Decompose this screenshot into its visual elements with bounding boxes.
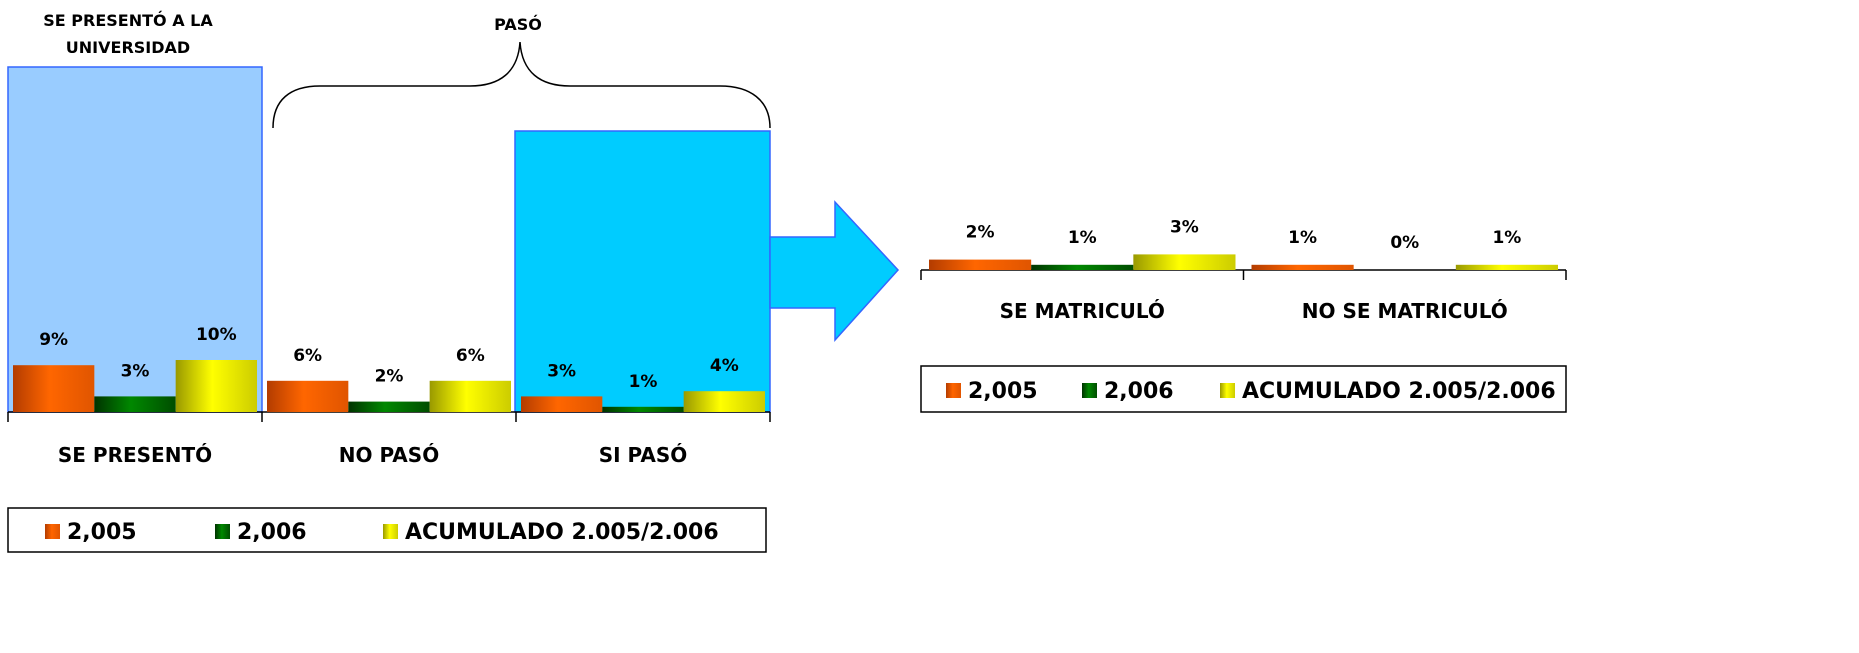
category-label: NO SE MATRICULÓ xyxy=(1302,299,1508,323)
legend-swatch xyxy=(45,524,60,539)
bar-acumulado xyxy=(683,391,765,412)
data-label: 9% xyxy=(39,330,68,350)
bar-2006 xyxy=(94,396,176,412)
bar-2006 xyxy=(1031,264,1134,270)
left-chart-marks: 9% 3% 10% SE PRESENTÓ 6% 2% 6% NO PASÓ 3% 1% 4% SI … xyxy=(7,325,771,467)
right-legend-frame xyxy=(920,365,1567,413)
data-label: 2% xyxy=(966,223,995,243)
legend-swatch xyxy=(1082,383,1097,398)
legend-label: ACUMULADO 2.005/2.006 xyxy=(405,520,719,545)
data-label: 6% xyxy=(456,346,485,366)
bar-2006 xyxy=(602,406,684,412)
brace-label: PASÓ xyxy=(494,15,542,34)
legend-label: 2,005 xyxy=(67,520,137,545)
bar-acumulado xyxy=(175,360,257,412)
box-si-paso xyxy=(514,130,771,413)
legend-label: 2,005 xyxy=(968,379,1038,404)
data-label: 4% xyxy=(710,356,739,376)
data-label: 10% xyxy=(196,325,237,345)
right-legend: 2,005 2,006 ACUMULADO 2.005/2.006 xyxy=(946,379,1556,404)
right-chart-marks: 2% 1% 3% SE MATRICULÓ 1% 0% 1% NO SE MATRICULÓ xyxy=(920,217,1567,323)
left-legend: 2,005 2,006 ACUMULADO 2.005/2.006 xyxy=(45,520,719,545)
category-label: SI PASÓ xyxy=(599,443,688,467)
bar-2005 xyxy=(267,380,349,412)
data-label: 3% xyxy=(1170,217,1199,237)
data-label: 3% xyxy=(121,361,150,381)
data-label: 1% xyxy=(1068,228,1097,248)
arrow-shape xyxy=(769,200,900,342)
bar-2005 xyxy=(13,365,95,412)
legend-label: 2,006 xyxy=(237,520,307,545)
bar-acumulado xyxy=(429,380,511,412)
box-title-line1: SE PRESENTÓ A LA xyxy=(43,11,213,30)
data-label: 3% xyxy=(547,361,576,381)
legend-label: 2,006 xyxy=(1104,379,1174,404)
data-label: 1% xyxy=(1288,228,1317,248)
data-label: 6% xyxy=(293,346,322,366)
category-label: SE MATRICULÓ xyxy=(1000,299,1165,323)
box-title-line2: UNIVERSIDAD xyxy=(66,38,190,57)
bar-2005 xyxy=(521,396,603,412)
data-label: 1% xyxy=(1492,228,1521,248)
data-label: 0% xyxy=(1390,233,1419,253)
legend-swatch xyxy=(1220,383,1235,398)
bar-2005 xyxy=(929,259,1032,270)
brace-paso xyxy=(272,41,771,129)
bar-acumulado xyxy=(1133,254,1236,270)
data-label: 1% xyxy=(629,372,658,392)
legend-swatch xyxy=(383,524,398,539)
data-label: 2% xyxy=(375,367,404,387)
legend-swatch xyxy=(946,383,961,398)
legend-swatch xyxy=(215,524,230,539)
category-label: SE PRESENTÓ xyxy=(58,443,212,467)
bar-2006 xyxy=(348,401,430,412)
legend-label: ACUMULADO 2.005/2.006 xyxy=(1242,379,1556,404)
bar-acumulado xyxy=(1455,264,1558,270)
box-se-presento xyxy=(7,66,263,413)
bar-2005 xyxy=(1251,264,1354,270)
category-label: NO PASÓ xyxy=(339,443,439,467)
